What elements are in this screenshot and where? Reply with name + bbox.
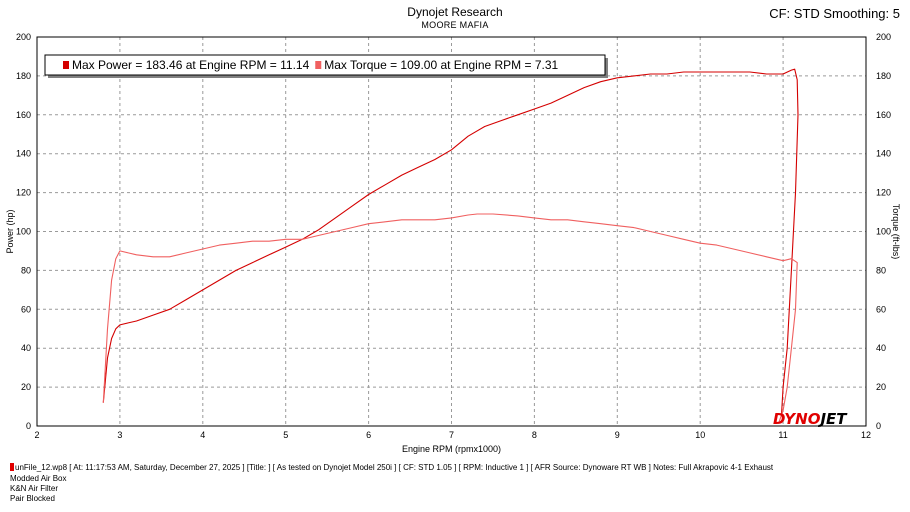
y-tick-label-left: 180: [16, 71, 31, 81]
series-line-torque: [102, 213, 798, 423]
correction-factor-label: CF: STD Smoothing: 5: [769, 6, 900, 21]
y-tick-label-left: 200: [16, 32, 31, 42]
x-tick-label: 4: [200, 430, 205, 440]
y-tick-label-right: 40: [876, 343, 886, 353]
legend-box: [44, 54, 606, 76]
y-tick-label-right: 180: [876, 71, 891, 81]
y-tick-label-right: 100: [876, 227, 891, 237]
y-tick-label-left: 40: [21, 343, 31, 353]
x-tick-label: 9: [615, 430, 620, 440]
series-line-power: [102, 68, 799, 417]
x-tick-label: 3: [117, 430, 122, 440]
y-tick-label-left: 0: [26, 421, 31, 431]
chart-subtitle: MOORE MAFIA: [421, 20, 489, 30]
legend-label-2: Max Torque = 109.00 at Engine RPM = 7.31: [324, 58, 558, 72]
x-tick-label: 8: [532, 430, 537, 440]
y-tick-label-right: 60: [876, 304, 886, 314]
y-tick-label-left: 80: [21, 265, 31, 275]
y-tick-label-right: 160: [876, 110, 891, 120]
chart-title: Dynojet Research: [407, 5, 503, 19]
note-1: Modded Air Box: [10, 474, 67, 483]
legend-label-1: Max Power = 183.46 at Engine RPM = 11.14: [72, 58, 310, 72]
y-tick-label-right: 0: [876, 421, 881, 431]
x-tick-label: 12: [861, 430, 871, 440]
x-tick-label: 7: [449, 430, 454, 440]
y-tick-label-right: 140: [876, 149, 891, 159]
run-info: unFile_12.wp8 [ At: 11:17:53 AM, Saturda…: [10, 463, 773, 472]
series-lines: [102, 68, 799, 423]
x-tick-label: 2: [34, 430, 39, 440]
chart-grid: [37, 37, 866, 426]
y-tick-label-left: 160: [16, 110, 31, 120]
y-tick-label-left: 100: [16, 227, 31, 237]
x-tick-label: 6: [366, 430, 371, 440]
legend-swatch-1: [63, 61, 69, 69]
y-tick-label-left: 140: [16, 149, 31, 159]
y-tick-label-right: 200: [876, 32, 891, 42]
chart-legend: Max Power = 183.46 at Engine RPM = 11.14…: [44, 54, 608, 78]
x-tick-label: 10: [695, 430, 705, 440]
y-tick-label-right: 80: [876, 265, 886, 275]
plot-frame: [36, 36, 867, 427]
note-2: K&N Air Filter: [10, 484, 59, 493]
y-tick-label-left: 120: [16, 188, 31, 198]
note-3: Pair Blocked: [10, 494, 55, 503]
y-axis-label-right: Torque (ft-lbs): [891, 204, 901, 260]
legend-swatch-2: [315, 61, 322, 69]
y-tick-label-right: 120: [876, 188, 891, 198]
x-axis-label: Engine RPM (rpmx1000): [402, 444, 501, 454]
y-tick-label-right: 20: [876, 382, 886, 392]
y-tick-label-left: 60: [21, 304, 31, 314]
x-tick-label: 11: [778, 430, 787, 440]
y-axis-label-left: Power (hp): [5, 209, 15, 253]
y-tick-label-left: 20: [21, 382, 31, 392]
dynojet-logo: DYNOJET: [773, 410, 848, 428]
run-color-marker: [10, 463, 14, 471]
x-tick-label: 5: [283, 430, 288, 440]
run-info-text: unFile_12.wp8 [ At: 11:17:53 AM, Saturda…: [15, 463, 774, 472]
